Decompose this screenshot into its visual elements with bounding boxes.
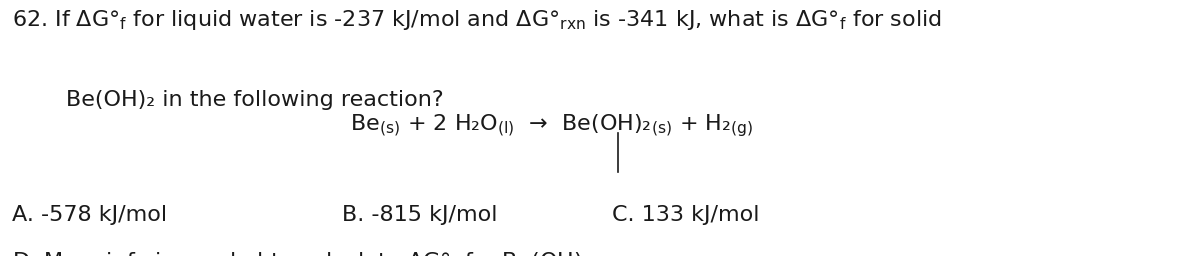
Text: B. -815 kJ/mol: B. -815 kJ/mol: [342, 205, 498, 225]
Text: 62. If ΔG°$_\mathregular{f}$ for liquid water is -237 kJ/mol and ΔG°$_\mathregul: 62. If ΔG°$_\mathregular{f}$ for liquid …: [12, 8, 942, 32]
Text: Be(OH)₂ in the following reaction?: Be(OH)₂ in the following reaction?: [66, 90, 444, 110]
Text: Be$_\mathregular{(s)}$ + 2 H₂O$_\mathregular{(l)}$  →  Be(OH)₂$_\mathregular{(s): Be$_\mathregular{(s)}$ + 2 H₂O$_\mathreg…: [350, 113, 754, 140]
Text: C. 133 kJ/mol: C. 133 kJ/mol: [612, 205, 760, 225]
Text: A. -578 kJ/mol: A. -578 kJ/mol: [12, 205, 167, 225]
Text: D. More info is needed to calculate ΔG°$_\mathregular{f}$ for Be(OH)₂: D. More info is needed to calculate ΔG°$…: [12, 251, 592, 256]
